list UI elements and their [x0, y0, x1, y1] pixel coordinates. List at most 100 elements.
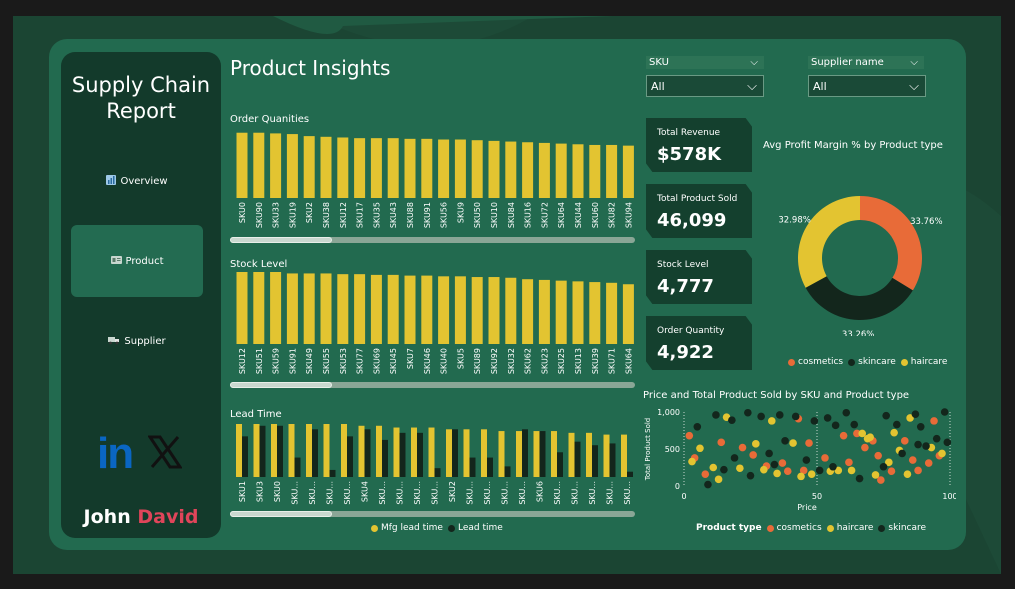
bar	[505, 277, 517, 344]
bar	[387, 274, 399, 344]
bar	[522, 142, 534, 198]
scatter-point-haircare	[688, 457, 696, 466]
legend-swatch-skincare	[878, 524, 886, 532]
bar-chart-icon	[106, 174, 117, 188]
x-tick-label: SKU...	[571, 481, 580, 505]
stock-level-scrollbar[interactable]	[230, 382, 635, 388]
x-tick-label: SKU...	[483, 481, 492, 505]
x-tick-label: SKU23	[540, 348, 549, 374]
supplier-slicer-header[interactable]: Supplier name ⌵	[808, 56, 924, 69]
lead-time-scrollbar[interactable]	[230, 511, 635, 517]
bar	[320, 136, 332, 198]
scatter-point-haircare	[714, 475, 723, 484]
x-tick-label: SKU44	[574, 202, 583, 228]
bar-mfg-lead-time	[393, 427, 400, 477]
x-tick-label: SKU71	[608, 348, 617, 374]
bar	[370, 274, 382, 344]
x-tick-label: SKU...	[623, 481, 632, 505]
bar-lead-time	[522, 429, 528, 477]
lead-time-legend: Mfg lead time Lead time	[366, 523, 503, 533]
x-tick-label: SKU...	[343, 481, 352, 505]
bar-lead-time	[557, 452, 563, 477]
bar	[538, 142, 550, 198]
scatter-point-skincare	[730, 454, 739, 462]
x-tick-label: SKU33	[272, 202, 281, 228]
x-tick-label: SKU49	[305, 348, 314, 374]
order-quantities-chart: SKU0 SKU90 SKU33 SKU19 SKU2 SKU38 SKU12 SKU17 SK…	[236, 132, 634, 228]
bar	[589, 144, 601, 198]
bar-lead-time	[364, 429, 371, 477]
scatter-point-skincare	[693, 423, 702, 431]
legend-label-haircare: haircare	[836, 523, 874, 533]
bar	[421, 275, 433, 344]
legend-swatch-mfg	[371, 524, 378, 532]
bar-mfg-lead-time	[236, 424, 242, 477]
scatter-point-skincare	[728, 416, 736, 424]
bar-lead-time	[242, 436, 248, 477]
x-tick-label: SKU60	[591, 202, 600, 228]
scatter-point-haircare	[807, 470, 816, 478]
scrollbar-thumb[interactable]	[230, 382, 332, 388]
nav-supplier[interactable]: Supplier	[71, 305, 203, 377]
scrollbar-thumb[interactable]	[230, 511, 332, 517]
scatter-point-skincare	[757, 412, 765, 421]
scatter-point-haircare	[885, 458, 893, 467]
scatter-point-haircare	[736, 464, 744, 473]
nav-product[interactable]: Product	[71, 225, 203, 297]
bar	[236, 132, 248, 198]
bar	[286, 273, 298, 344]
bar	[555, 143, 567, 198]
scatter-point-skincare	[781, 437, 789, 445]
legend-swatch-haircare	[900, 358, 908, 366]
linkedin-icon[interactable]: in	[97, 429, 134, 478]
sku-slicer-header[interactable]: SKU ⌵	[646, 56, 764, 69]
bar	[404, 275, 416, 344]
x-tick-label: SKU88	[406, 202, 415, 228]
sidebar: Supply Chain Report Overview Product Sup…	[61, 52, 221, 538]
bar-mfg-lead-time	[516, 431, 522, 477]
scatter-point-cosmetics	[930, 417, 938, 425]
nav-overview[interactable]: Overview	[71, 145, 203, 217]
x-tick-label: SKU38	[322, 202, 331, 228]
x-tick-label: SKU25	[557, 348, 566, 374]
scrollbar-thumb[interactable]	[230, 237, 332, 243]
bar	[555, 280, 567, 344]
x-tick-label: SKU55	[322, 348, 331, 374]
bar-mfg-lead-time	[586, 432, 592, 477]
x-tick-label: SKU39	[591, 348, 600, 374]
order-quantities-scrollbar[interactable]	[230, 237, 635, 243]
x-tick-label: SKU64	[557, 202, 566, 228]
x-axis-label: Price	[797, 503, 817, 512]
bar-lead-time	[434, 468, 441, 477]
x-tick-label: SKU...	[606, 481, 615, 505]
scatter-point-cosmetics	[805, 439, 813, 447]
social-links: in	[97, 429, 183, 478]
scatter-point-haircare	[858, 429, 867, 438]
x-tick-label: SKU62	[524, 348, 533, 374]
profit-margin-title: Avg Profit Margin % by Product type	[763, 140, 943, 151]
bar-lead-time	[347, 436, 353, 477]
x-tick-label: SKU...	[396, 481, 405, 505]
scatter-point-skincare	[720, 465, 728, 474]
y-tick-label: 500	[665, 445, 680, 454]
bar-lead-time	[312, 429, 318, 477]
x-twitter-icon[interactable]	[147, 435, 183, 473]
sku-slicer-dropdown[interactable]: All ⌵	[646, 75, 764, 97]
scatter-point-skincare	[712, 411, 720, 419]
bar-lead-time	[294, 457, 301, 477]
x-tick-label: SKU64	[624, 348, 633, 374]
bar	[622, 284, 634, 344]
nav-overview-label: Overview	[120, 175, 168, 187]
scatter-legend-title: Product type	[696, 523, 762, 533]
bar-mfg-lead-time	[341, 424, 347, 477]
bar	[606, 282, 618, 344]
x-tick-label: SKU...	[431, 481, 440, 505]
x-tick-label: SKU92	[490, 348, 499, 374]
scatter-point-skincare	[916, 423, 925, 431]
supplier-slicer-dropdown[interactable]: All ⌵	[808, 75, 926, 97]
bar-mfg-lead-time	[358, 425, 365, 477]
scatter-point-skincare	[829, 462, 837, 471]
scatter-point-cosmetics	[861, 443, 869, 452]
scatter-point-skincare	[914, 440, 922, 449]
scatter-point-cosmetics	[908, 456, 917, 464]
